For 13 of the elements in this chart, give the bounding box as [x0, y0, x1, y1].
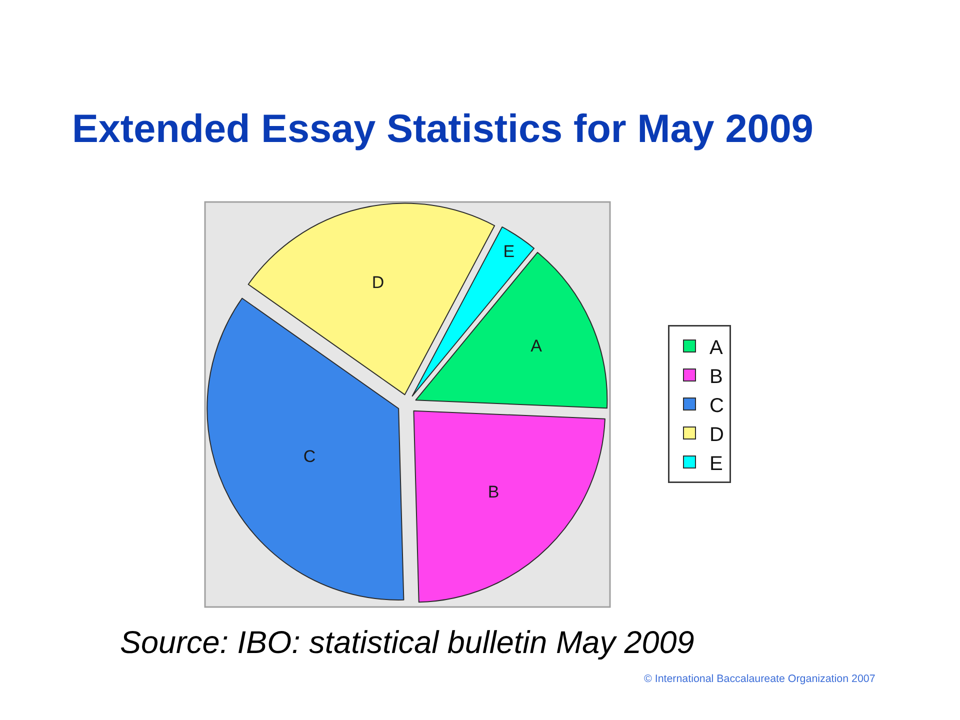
legend-label: A: [710, 336, 723, 359]
slice-label: D: [372, 273, 384, 292]
slice-label: B: [488, 482, 500, 502]
legend-label: E: [710, 452, 723, 475]
legend-label: B: [710, 366, 723, 388]
slice-label: A: [530, 336, 543, 356]
slice-label: E: [503, 242, 515, 261]
source-note: Source: IBO: statistical bulletin May 2009: [120, 624, 694, 660]
slice-label: C: [303, 446, 316, 466]
chart-title: Extended Essay Statistics for May 2009: [72, 106, 814, 151]
legend-label: D: [710, 424, 724, 446]
legend-label: C: [710, 394, 724, 417]
text: © International Baccalaureate Organization 2007: [644, 673, 876, 685]
